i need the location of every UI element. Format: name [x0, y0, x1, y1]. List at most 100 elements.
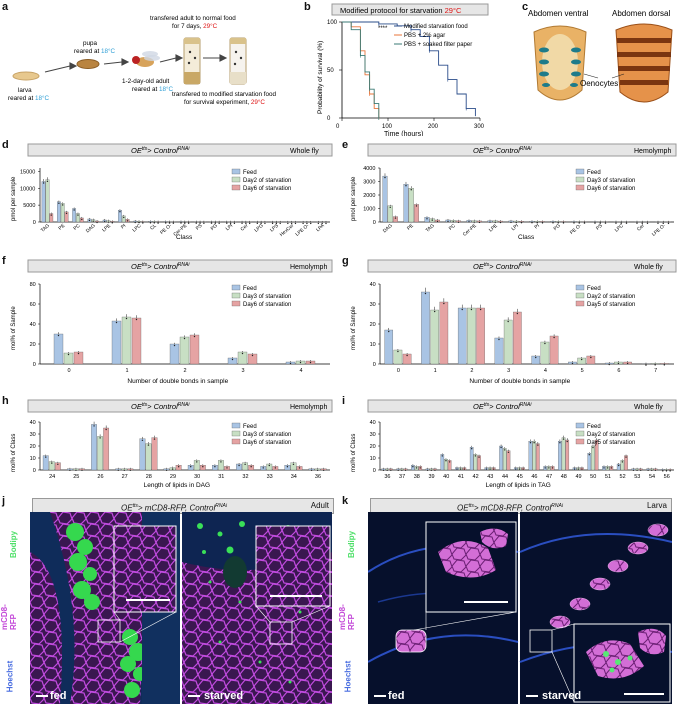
chart-i-x-tick-label: 36: [384, 474, 390, 480]
chart-h-x-tick-label: 26: [97, 474, 103, 480]
chart-f-y-tick-label: 80: [30, 282, 36, 288]
chart-h-legend-label: Feed: [243, 424, 257, 430]
chart-e-legend-swatch: [575, 168, 585, 175]
chart-h-y-tick-label: 0: [33, 468, 36, 474]
chart-e-data-point: [452, 221, 454, 223]
b-legend-label: Modified starvation food: [404, 24, 468, 30]
chart-g-x-tick-label: 5: [581, 368, 584, 374]
chart-h-y-tick-label: 20: [30, 444, 36, 450]
chart-h-bar: [139, 438, 146, 471]
chart-g-data-point: [617, 362, 620, 365]
chart-h-bar: [97, 436, 103, 471]
chart-e-data-point: [447, 220, 449, 223]
chart-i-data-point: [651, 469, 653, 471]
j-fed-label: fed: [50, 690, 67, 702]
chart-d-data-point: [77, 214, 79, 216]
b-x-tick-label: 100: [382, 124, 393, 130]
chart-g-x-tick-label: 3: [507, 368, 510, 374]
chart-i-data-point: [548, 467, 550, 469]
chart-h-x-tick-label: 24: [49, 474, 55, 480]
chart-h-data-point: [286, 466, 289, 468]
chart-d-legend-swatch: [231, 168, 241, 175]
chart-i-data-point: [577, 468, 579, 470]
chart-e-data-point: [473, 221, 475, 223]
chart-i-x-tick-label: 38: [414, 474, 420, 480]
chart-f-data-point: [183, 337, 186, 340]
chart-h-x-tick-label: 28: [146, 474, 152, 480]
chart-e-data-point: [552, 222, 554, 224]
chart-i-data-point: [566, 440, 568, 443]
chart-e-data-point: [641, 222, 643, 224]
chart-e-data-point: [389, 206, 391, 208]
chart-g-bar: [457, 307, 467, 365]
panel-letter-b: b: [304, 1, 311, 13]
chart-g-data-point: [645, 364, 647, 366]
b-y-tick-label: 0: [327, 116, 331, 122]
chart-h-data-point: [105, 428, 107, 431]
chart-g-bar: [513, 311, 522, 365]
chart-h-data-point: [123, 469, 125, 471]
chart-g-bar: [384, 329, 394, 365]
panel-k-micrographs: fed starved: [368, 512, 672, 704]
chart-h-bar: [91, 424, 97, 471]
chart-e-legend-label: Feed: [587, 170, 601, 176]
panel-c-abdomen: Abdomen ventral Abdomen dorsal Oenocytes: [528, 9, 673, 103]
chart-e-data-point: [384, 176, 386, 179]
chart-i-data-point: [592, 446, 594, 449]
chart-d-data-point: [58, 202, 60, 204]
larva-illustration: [12, 71, 40, 81]
chart-e-legend-label: Day3 of starvation: [587, 178, 635, 184]
chart-d-data-point: [321, 222, 323, 225]
chart-i-data-point: [445, 460, 447, 462]
chart-g-x-label: Number of double bonds in sample: [469, 378, 570, 385]
chart-h-data-point: [298, 467, 301, 469]
chart-f-title-bar: [27, 259, 333, 273]
chart-g-x-tick-label: 4: [544, 368, 547, 374]
chart-i-data-point: [640, 469, 642, 471]
chart-i-bar: [587, 453, 592, 471]
chart-e-bar: [518, 221, 524, 223]
chart-e-bar: [550, 221, 556, 223]
chart-h-data-point: [238, 464, 240, 467]
chart-g-tissue: Whole fly: [634, 264, 663, 271]
chart-e-x-label: Class: [518, 234, 535, 241]
chart-d-bar: [137, 221, 141, 223]
j-stain-labels: Bodipy mCD8-RFP Hoechst: [0, 512, 28, 702]
chart-d-data-point: [88, 219, 91, 222]
chart-f-data-point: [299, 361, 302, 364]
b-series-line: [342, 21, 380, 118]
chart-i-bar: [506, 450, 511, 471]
chart-f-data-point: [115, 321, 118, 324]
abdomen-ventral-label: Abdomen ventral: [528, 9, 589, 18]
chart-g-data-point: [507, 320, 509, 323]
chart-e-data-point: [415, 205, 418, 207]
chart-i-data-point: [434, 469, 436, 471]
chart-i-tissue: Whole fly: [634, 404, 663, 411]
chart-d-data-point: [184, 222, 186, 224]
chart-h-data-point: [262, 467, 264, 469]
chart-d-x-tick-label: PG: [210, 223, 219, 232]
chart-g-data-point: [479, 308, 482, 311]
chart-e-data-point: [667, 222, 670, 225]
chart-d-data-point: [310, 222, 312, 225]
chart-i-data-point: [625, 456, 627, 458]
chart-g-data-point: [571, 362, 574, 365]
chart-g-x-tick-label: 0: [397, 368, 400, 374]
chart-e-title-bar: [367, 143, 677, 157]
chart-g-bar: [476, 307, 485, 365]
chart-d-data-point: [264, 222, 266, 225]
survival-curve-chart: Modified protocol for starvation 29°C 0 10…: [317, 3, 489, 136]
chart-f-x-tick-label: 3: [242, 368, 245, 374]
chart-e-data-point: [620, 222, 622, 224]
chart-i-data-point: [430, 469, 432, 471]
chart-i-data-point: [665, 470, 668, 472]
chart-i-data-point: [647, 469, 649, 471]
b-title-bar: [331, 3, 489, 16]
a-transfer1-label: transfered adult to normal food for 7 da…: [150, 15, 238, 30]
chart-d-x-label: Class: [176, 234, 193, 241]
chart-e-data-point: [410, 189, 412, 191]
chart-i-bar: [528, 441, 533, 471]
chart-d-x-tick-label: TAG: [40, 223, 51, 234]
a-transfer2-label: transfered to modified starvation food f…: [172, 91, 278, 106]
chart-i-x-tick-label: 49: [575, 474, 581, 480]
